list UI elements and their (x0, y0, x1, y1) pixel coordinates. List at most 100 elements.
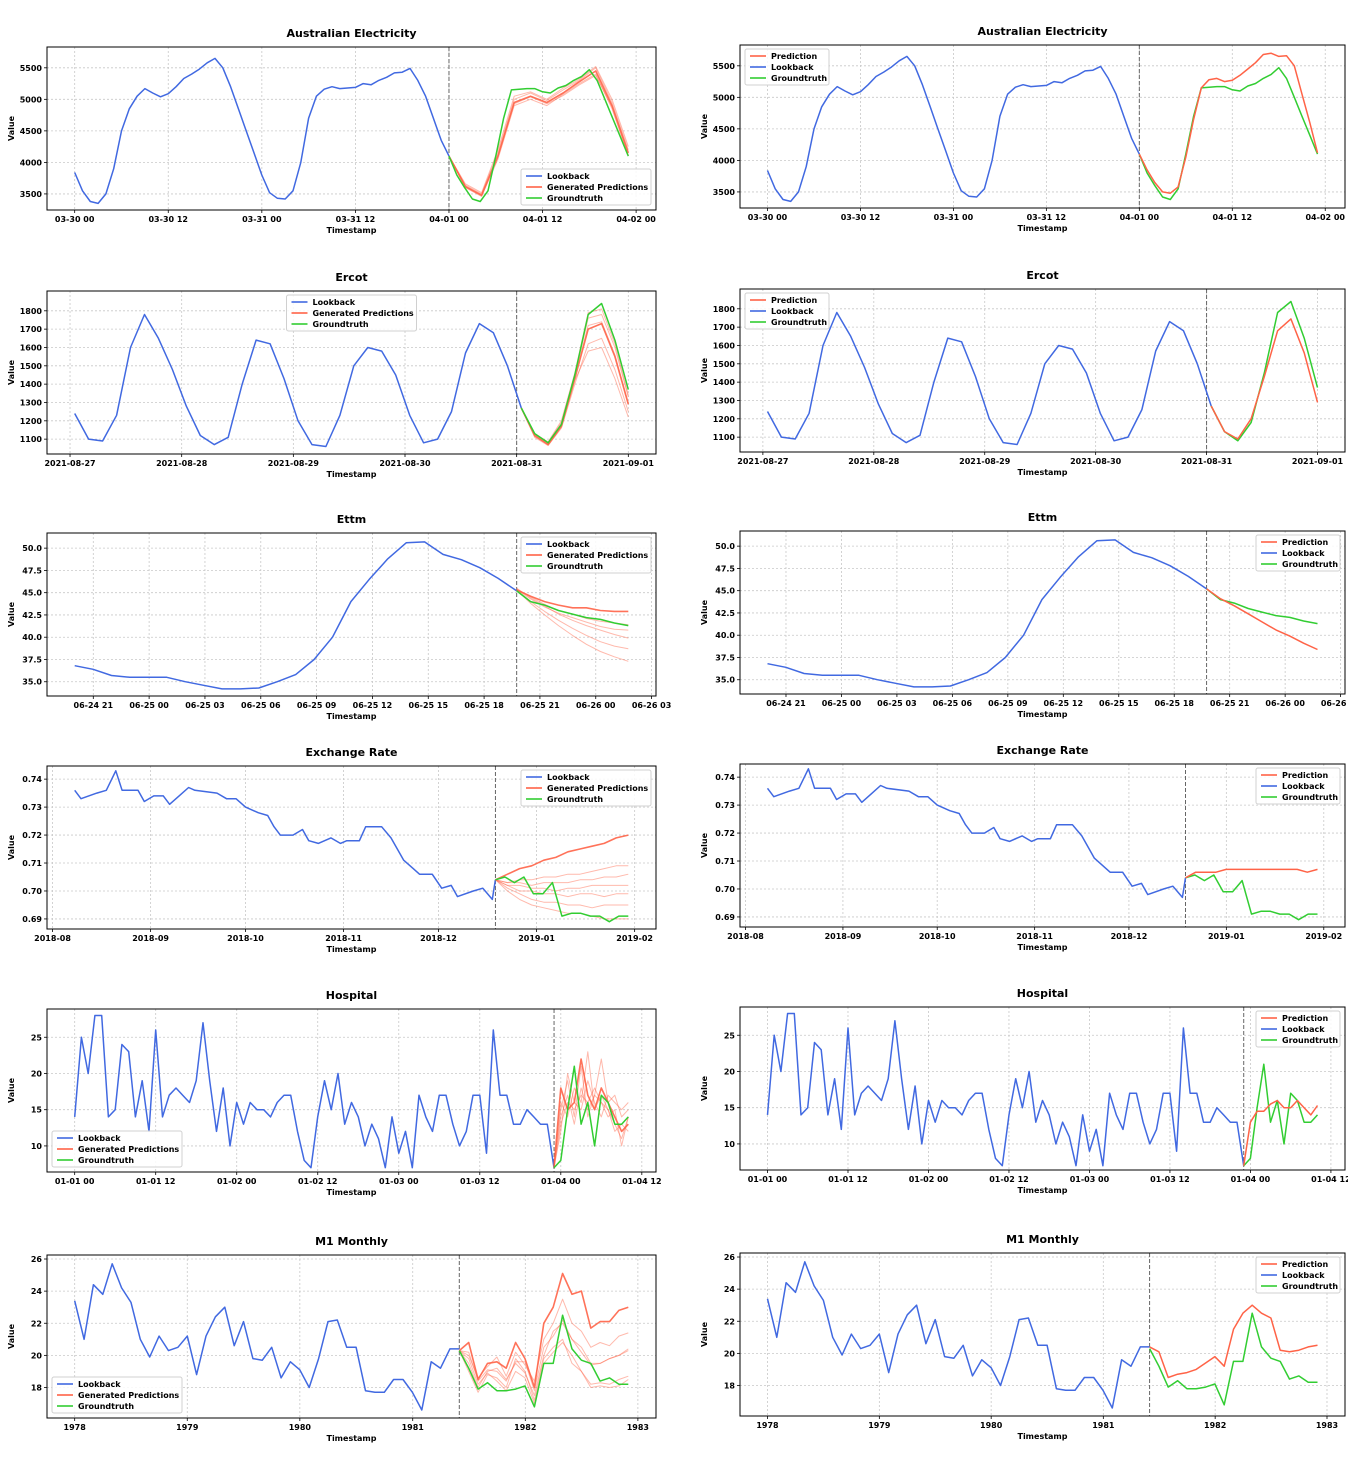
lookback-line (766, 55, 1140, 203)
y-tick-label: 1800 (713, 305, 736, 314)
legend-item-lookback: Lookback (1261, 549, 1325, 558)
x-tick-label: 2018-09 (825, 932, 862, 941)
generated-prediction-line (458, 1272, 629, 1389)
x-tick-label: 06-25 12 (1044, 699, 1084, 708)
chart-panel-left-3: Exchange Rate 2018-08 2018-09 2018-10 2018-1… (0, 739, 674, 984)
y-tick-label: 3500 (713, 188, 736, 197)
y-tick-label: 1400 (713, 378, 736, 387)
legend-label: Groundtruth (78, 1156, 134, 1165)
x-tick-label: 1978 (64, 1423, 87, 1432)
prediction-line (1210, 318, 1319, 440)
legend-item-lookback: Lookback (57, 1380, 121, 1389)
x-tick-label: 01-02 12 (298, 1177, 338, 1186)
x-tick-label: 1979 (868, 1421, 891, 1430)
y-tick-label: 4500 (20, 127, 43, 136)
plot-area (73, 1009, 629, 1172)
prediction-line (1242, 1099, 1319, 1166)
x-tick-label: 01-02 00 (217, 1177, 257, 1186)
x-tick-label: 01-04 12 (1311, 1175, 1348, 1184)
legend-item-groundtruth: Groundtruth (1261, 1282, 1338, 1291)
x-axis-label: Timestamp (326, 470, 376, 479)
legend-label: Groundtruth (313, 320, 369, 329)
generated-prediction-line (458, 1322, 629, 1396)
x-tick-label: 1980 (980, 1421, 1003, 1430)
legend-item-lookback: Lookback (291, 298, 356, 307)
x-tick-label: 2021-08-28 (156, 459, 208, 468)
chart-title: Australian Electricity (977, 25, 1107, 38)
x-tick-label: 2018-10 (227, 934, 264, 943)
y-tick-label: 45.0 (22, 589, 42, 598)
generated-prediction-line (448, 73, 629, 197)
axes-frame (739, 288, 1346, 453)
x-axis-label: Timestamp (1017, 943, 1067, 952)
y-axis-label: Value (7, 601, 16, 627)
y-tick-label: 20 (31, 1069, 43, 1078)
legend-item-groundtruth: Groundtruth (1261, 560, 1338, 569)
x-tick-label: 06-25 18 (1154, 699, 1194, 708)
x-tick-label: 2021-08-30 (1070, 457, 1122, 466)
y-tick-label: 0.73 (715, 801, 735, 810)
y-tick-label: 10 (724, 1140, 736, 1149)
plot-area (766, 289, 1319, 452)
y-tick-label: 1100 (20, 435, 43, 444)
y-tick-label: 25 (724, 1031, 736, 1040)
plot-area (74, 533, 629, 696)
x-tick-label: 04-01 00 (429, 215, 469, 224)
y-tick-label: 1400 (20, 380, 43, 389)
legend-label: Prediction (771, 52, 818, 61)
chart-title: Ercot (1026, 269, 1058, 282)
chart-svg: Ettm 06-24 21 06-25 00 06-25 03 06-25 06 06-2… (700, 511, 1348, 719)
legend: Prediction Lookback Groundtruth (1255, 1256, 1341, 1294)
lookback-line (766, 1012, 1245, 1167)
legend-label: Lookback (78, 1380, 121, 1389)
legend-label: Groundtruth (547, 562, 603, 571)
lookback-line (766, 311, 1212, 446)
plot-area (766, 1253, 1318, 1416)
x-tick-label: 1982 (514, 1423, 536, 1432)
x-tick-label: 01-04 00 (1231, 1175, 1271, 1184)
chart-svg: Ercot 2021-08-27 2021-08-28 2021-08-29 2021-… (7, 271, 657, 479)
x-tick-label: 06-25 06 (933, 699, 973, 708)
generated-prediction-line (516, 589, 629, 662)
chart-title: Hospital (1017, 987, 1068, 1000)
y-axis-label: Value (7, 359, 16, 385)
legend-label: Prediction (1282, 538, 1329, 547)
y-tick-label: 0.74 (22, 775, 42, 784)
axes-frame (46, 1008, 657, 1173)
y-tick-label: 35.0 (715, 676, 735, 685)
chart-title: M1 Monthly (1006, 1233, 1079, 1246)
y-tick-label: 1100 (713, 433, 736, 442)
generated-prediction-line (495, 879, 629, 892)
chart-panel-left-1: Ercot 2021-08-27 2021-08-28 2021-08-29 2021-… (0, 264, 674, 509)
y-tick-label: 4000 (20, 158, 43, 167)
x-tick-label: 2018-10 (919, 932, 956, 941)
x-tick-label: 1979 (176, 1423, 199, 1432)
chart-title: Exchange Rate (306, 746, 398, 759)
y-tick-label: 1800 (20, 307, 43, 316)
y-tick-label: 40.0 (715, 631, 735, 640)
x-tick-label: 06-25 00 (822, 699, 862, 708)
y-tick-label: 1200 (20, 417, 43, 426)
x-tick-label: 03-31 00 (242, 215, 282, 224)
y-tick-label: 0.72 (715, 829, 735, 838)
x-axis-label: Timestamp (1017, 1432, 1067, 1441)
x-tick-label: 01-02 12 (989, 1175, 1029, 1184)
y-tick-label: 0.71 (715, 857, 735, 866)
groundtruth-line (1243, 1063, 1319, 1167)
generated-prediction-line (516, 587, 629, 639)
lookback-line (74, 770, 497, 901)
x-axis-label: Timestamp (326, 712, 376, 721)
x-tick-label: 06-26 03 (632, 701, 672, 710)
x-tick-label: 2018-12 (1111, 932, 1148, 941)
y-tick-label: 26 (724, 1253, 736, 1262)
lookback-line (73, 1263, 460, 1411)
y-tick-label: 1500 (713, 360, 736, 369)
legend-label: Groundtruth (1282, 1036, 1338, 1045)
chart-title: M1 Monthly (315, 1235, 388, 1248)
chart-title: Hospital (326, 989, 377, 1002)
generated-prediction-line (516, 589, 629, 631)
grid (47, 766, 656, 929)
x-tick-label: 01-03 12 (460, 1177, 500, 1186)
generated-prediction-line (448, 67, 629, 195)
